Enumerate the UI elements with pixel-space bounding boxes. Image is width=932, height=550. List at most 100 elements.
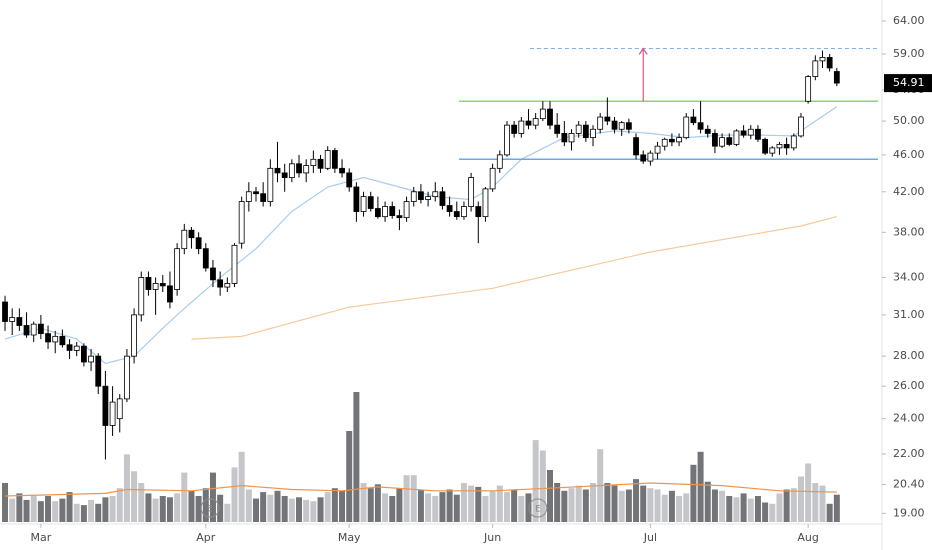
candle-body: [59, 335, 66, 346]
volume-bar: [202, 488, 209, 522]
y-tick-label: 24.00: [893, 412, 925, 425]
candle-body: [575, 124, 582, 134]
volume-bar: [145, 493, 152, 522]
y-tick-label: 50.00: [893, 114, 925, 127]
candle-body: [475, 206, 482, 218]
volume-bar: [339, 490, 346, 522]
candle-body: [167, 285, 173, 303]
volume-bar: [546, 470, 553, 522]
candle-body: [396, 215, 403, 219]
candle-body: [833, 71, 840, 84]
candle-body: [367, 196, 374, 209]
volume-bar: [45, 496, 52, 522]
volume-bar: [16, 493, 23, 522]
volume-bar: [188, 490, 195, 522]
last-price-badge: [884, 74, 932, 93]
candle-body: [159, 283, 166, 287]
candle-body: [590, 128, 596, 139]
candle-body: [504, 124, 510, 156]
candle-body: [131, 314, 137, 357]
y-tick-label: 34.00: [893, 270, 925, 283]
candle-body: [453, 211, 460, 218]
candle-body: [267, 167, 274, 202]
volume-bar: [604, 483, 611, 522]
volume-bar: [52, 501, 59, 522]
candle-body: [124, 355, 130, 400]
candle-body: [102, 385, 109, 426]
volume-bar: [496, 485, 503, 522]
volume-bar: [2, 483, 9, 522]
volume-bar: [489, 490, 496, 522]
candle-body: [2, 301, 8, 322]
earnings-marker: [200, 498, 220, 518]
candle-body: [353, 186, 360, 212]
candle-body: [231, 244, 238, 284]
candle-body: [260, 193, 267, 202]
y-tick-label: 28.00: [893, 349, 925, 362]
volume-bar: [331, 488, 338, 522]
candle-body: [597, 116, 604, 130]
candle-body: [80, 345, 87, 363]
candle-body: [783, 144, 790, 149]
candle-body: [238, 201, 245, 244]
volume-bar: [690, 464, 697, 522]
moving-average-line: [191, 216, 837, 340]
volume-bar: [260, 492, 267, 522]
volume-bar: [654, 489, 661, 522]
volume-bar: [704, 481, 711, 522]
volume-bar: [719, 490, 726, 522]
volume-bar: [95, 503, 102, 522]
x-tick-label: May: [338, 531, 361, 544]
volume-bar: [618, 490, 625, 522]
volume-bar: [131, 471, 138, 522]
volume-bar: [668, 490, 675, 522]
candle-body: [726, 137, 733, 145]
volume-bar: [640, 485, 647, 522]
candle-body: [561, 133, 568, 143]
volume-bar: [475, 486, 482, 522]
candle-body: [547, 108, 553, 126]
volume-bar: [9, 498, 16, 522]
volume-bar: [697, 451, 704, 522]
candle-body: [382, 206, 388, 218]
candle-body: [582, 124, 589, 139]
candle-body: [604, 116, 611, 122]
volume-bar: [769, 503, 776, 522]
candle-body: [23, 325, 30, 336]
candle-body: [310, 158, 317, 166]
volume-bar: [819, 485, 826, 522]
candle-body: [769, 147, 776, 154]
candle-body: [805, 76, 812, 102]
volume-bar: [23, 499, 30, 522]
candle-body: [317, 158, 324, 169]
volume-bar: [296, 497, 303, 522]
candle-body: [525, 120, 532, 126]
y-tick-label: 20.40: [893, 478, 925, 491]
volume-bar: [138, 483, 145, 522]
volume-bar: [224, 503, 231, 522]
candle-body: [66, 344, 73, 351]
candle-body: [482, 188, 489, 218]
candle-body: [661, 138, 668, 147]
candle-body: [253, 191, 259, 195]
volume-bar: [174, 493, 181, 522]
candle-body: [439, 191, 446, 206]
candle-body: [747, 128, 754, 136]
volume-bar: [633, 479, 640, 522]
candle-body: [496, 154, 503, 169]
volume-bar: [252, 498, 259, 522]
candle-body: [704, 128, 711, 134]
volume-bar: [382, 493, 389, 522]
candle-body: [755, 128, 761, 140]
candle-body: [145, 277, 152, 290]
volume-bar: [231, 467, 238, 522]
x-tick-label: Jun: [483, 531, 501, 544]
y-tick-label: 26.00: [893, 379, 925, 392]
earnings-marker: [528, 498, 548, 518]
volume-bar: [360, 483, 367, 522]
candle-body: [446, 205, 453, 212]
candle-body: [676, 137, 682, 143]
volume-bar: [826, 503, 833, 522]
candle-body: [281, 172, 288, 178]
